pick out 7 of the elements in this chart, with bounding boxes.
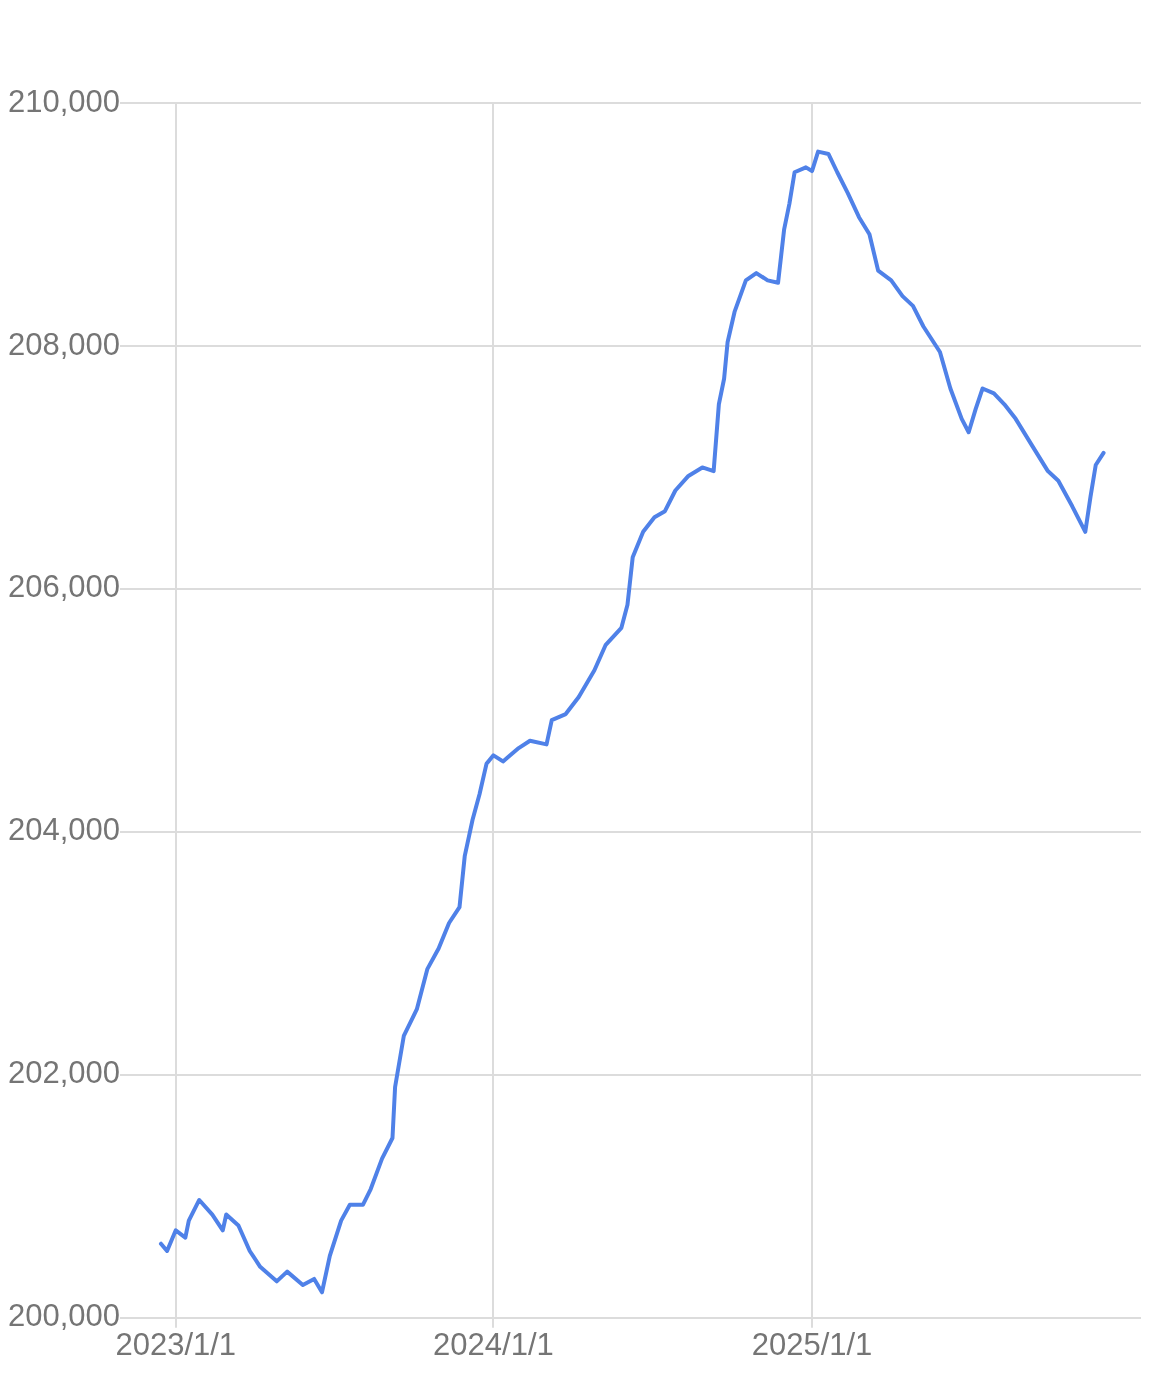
y-tick-label: 204,000: [7, 812, 121, 848]
x-tick-label: 2024/1/1: [433, 1326, 554, 1362]
y-tick-label: 206,000: [7, 569, 121, 605]
y-tick-label: 208,000: [7, 326, 121, 362]
x-tick-label: 2025/1/1: [751, 1326, 873, 1362]
y-tick-label: 210,000: [7, 83, 121, 119]
y-tick-label: 202,000: [7, 1055, 121, 1091]
